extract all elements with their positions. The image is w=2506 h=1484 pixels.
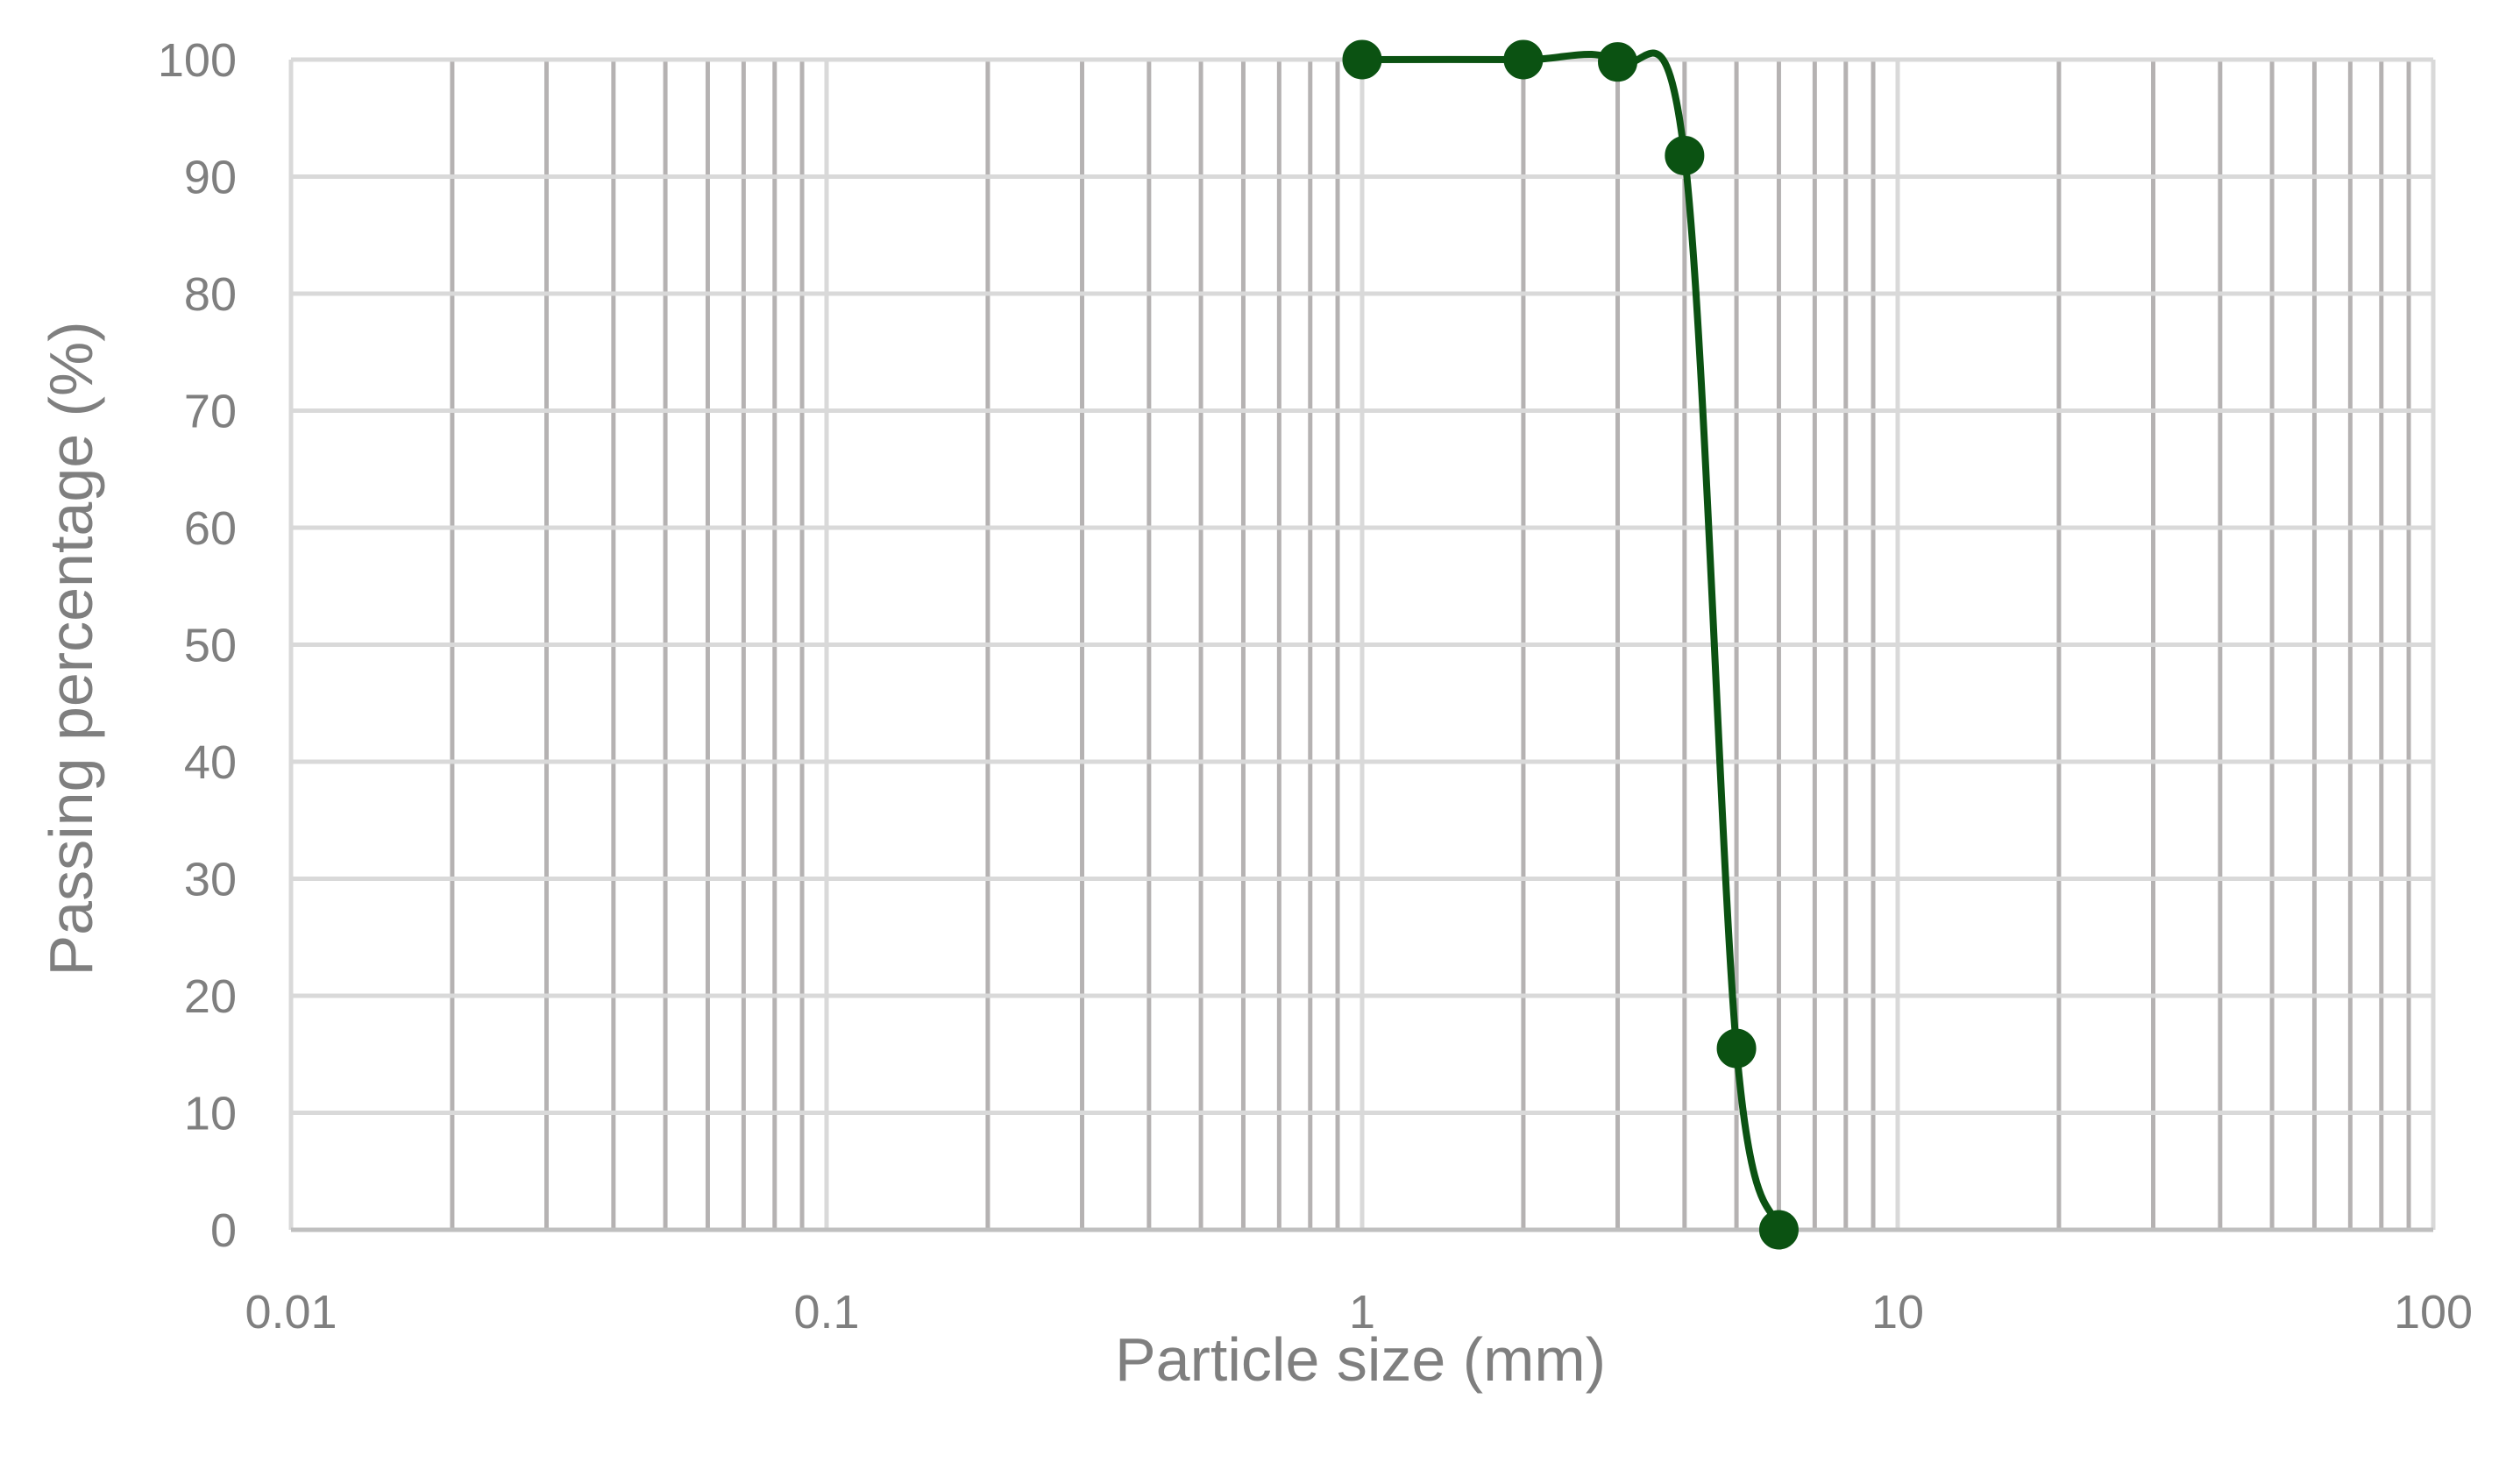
y-tick-label: 30 [184, 854, 237, 906]
data-point [1598, 42, 1638, 82]
y-tick-label: 50 [184, 620, 237, 672]
y-axis-title: Passing percentage (%) [37, 321, 105, 976]
y-tick-label: 90 [184, 152, 237, 204]
y-tick-label: 100 [158, 34, 237, 87]
y-tick-label: 40 [184, 736, 237, 789]
data-point [1665, 135, 1705, 175]
data-point [1716, 1028, 1757, 1069]
series-layer [1342, 39, 1799, 1250]
data-point [1758, 1210, 1799, 1250]
y-tick-label: 60 [184, 502, 237, 555]
x-tick-label: 0.1 [793, 1286, 859, 1338]
data-point [1503, 39, 1544, 80]
x-tick-labels: 0.01 0.1 1 10 100 [245, 1286, 2473, 1338]
x-tick-label: 1 [1349, 1286, 1375, 1338]
x-tick-label: 100 [2394, 1286, 2473, 1338]
y-tick-label: 80 [184, 268, 237, 321]
x-axis-title: Particle size (mm) [1115, 1325, 1606, 1394]
y-tick-labels: 0 10 20 30 40 50 60 70 80 90 100 [158, 34, 237, 1257]
y-tick-label: 10 [184, 1088, 237, 1140]
y-tick-label: 70 [184, 386, 237, 438]
y-tick-label: 20 [184, 970, 237, 1023]
y-tick-label: 0 [210, 1204, 237, 1257]
data-point [1342, 39, 1382, 80]
x-tick-label: 0.01 [245, 1286, 337, 1338]
x-tick-label: 10 [1871, 1286, 1924, 1338]
